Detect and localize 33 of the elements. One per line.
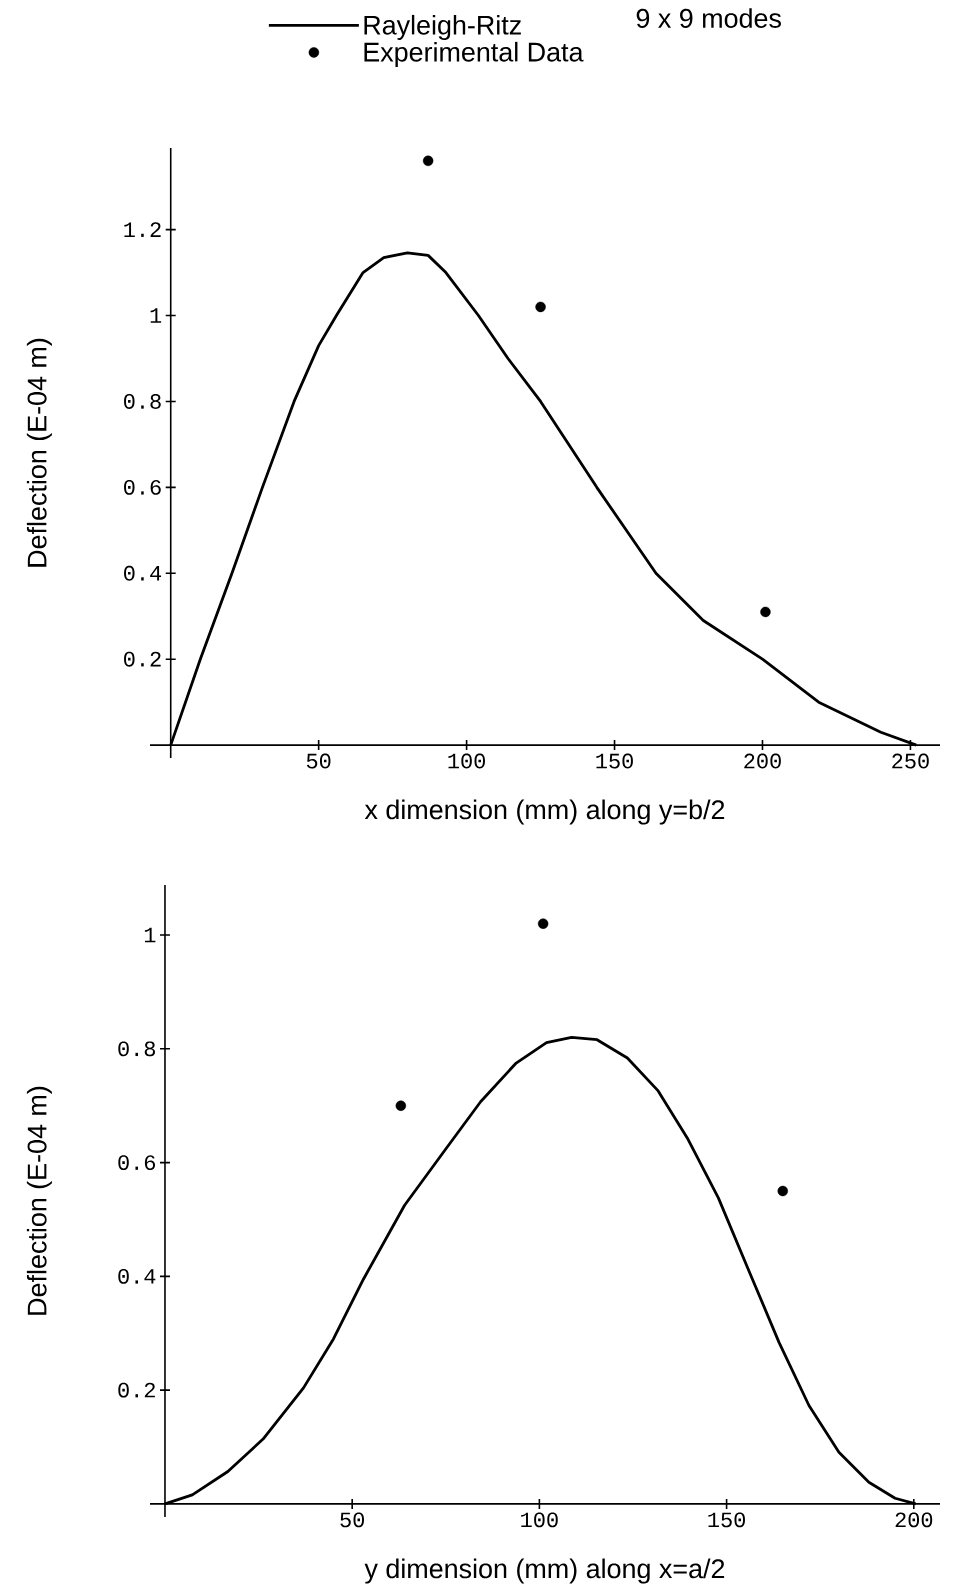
y-tick-label: 1 <box>144 927 156 943</box>
x-tick-label: 200 <box>895 1512 933 1528</box>
x-tick-label: 150 <box>596 753 633 769</box>
x-tick-label: 250 <box>892 753 929 769</box>
x-tick-label: 150 <box>708 1512 745 1528</box>
point <box>777 1185 788 1197</box>
y-tick-label: 0.2 <box>118 1382 155 1398</box>
legend-label: Experimental Data <box>364 41 584 67</box>
x-tick-label: 100 <box>448 753 485 769</box>
x-tick-label: 200 <box>744 753 781 769</box>
y-axis-title: Deflection (E-04 m) <box>26 338 52 567</box>
point <box>535 301 546 313</box>
y-tick-label: 1.2 <box>124 222 161 237</box>
y-tick-label: 0.8 <box>124 393 161 409</box>
y-tick-label: 0.4 <box>118 1268 156 1284</box>
y-axis-title: Deflection (E-04 m) <box>26 1086 52 1315</box>
x-tick-label: 50 <box>306 753 331 769</box>
legend-label: Rayleigh-Ritz <box>364 14 521 40</box>
point <box>395 1100 407 1111</box>
point <box>537 918 549 929</box>
point <box>422 155 434 167</box>
y-tick-label: 0.2 <box>124 651 161 667</box>
x-tick-label: 100 <box>521 1512 558 1528</box>
y-tick-label: 0.6 <box>118 1155 156 1171</box>
x-tick-label: 50 <box>340 1512 364 1528</box>
y-tick-label: 0.6 <box>124 479 161 495</box>
y-tick-label: 0.4 <box>124 565 162 581</box>
x-axis-title: x dimension (mm) along y=b/2 <box>364 799 725 825</box>
x-axis-title: y dimension (mm) along x=a/2 <box>364 1558 725 1584</box>
y-tick-label: 0.8 <box>118 1041 155 1057</box>
point <box>760 606 771 618</box>
y-tick-label: 1 <box>150 308 162 323</box>
text: 9 x 9 modes <box>636 8 781 28</box>
